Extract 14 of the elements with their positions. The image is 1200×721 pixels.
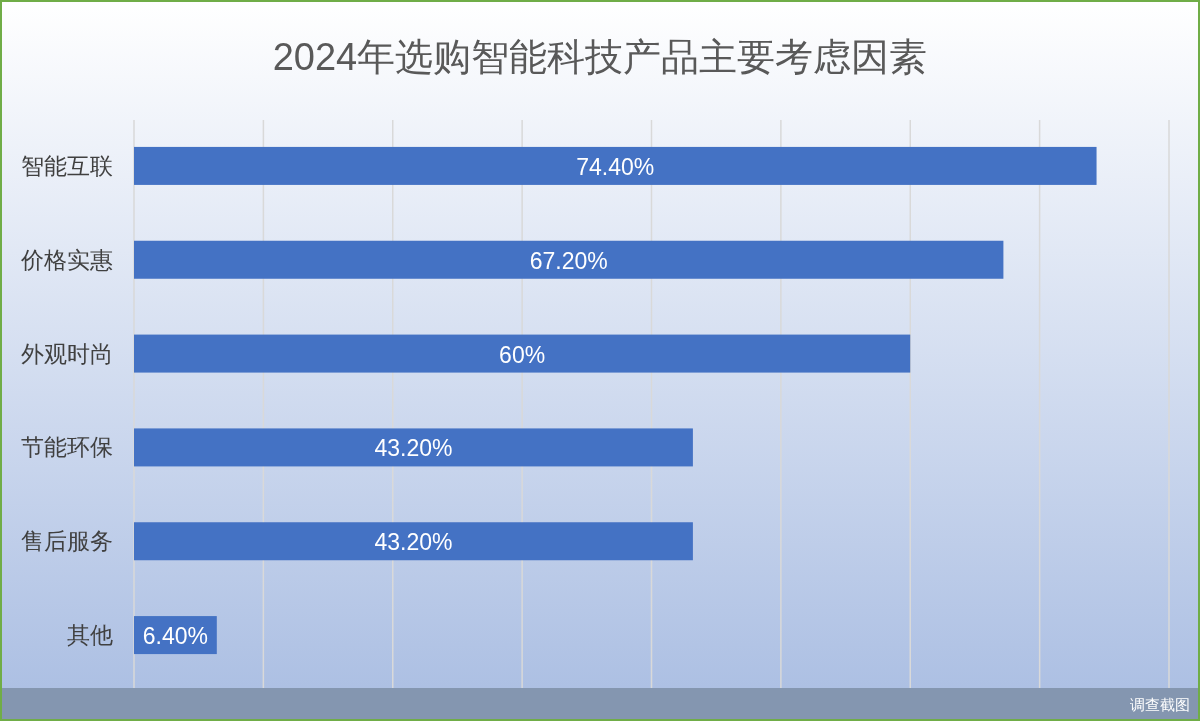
data-label: 43.20% <box>374 529 453 556</box>
data-label: 43.20% <box>374 435 453 462</box>
text: 调查截图 <box>1130 696 1190 713</box>
y-tick-label: 售后服务 <box>21 528 113 555</box>
y-tick-label: 其他 <box>67 622 113 649</box>
data-label: 60% <box>499 341 546 368</box>
chart-title: 2024年选购智能科技产品主要考虑因素 <box>272 36 928 78</box>
data-label: 6.40% <box>142 623 209 650</box>
y-tick-label: 节能环保 <box>21 434 113 461</box>
y-tick-label: 外观时尚 <box>21 340 113 367</box>
data-label: 67.20% <box>529 247 608 274</box>
data-label: 74.40% <box>576 153 655 180</box>
y-tick-label: 价格实惠 <box>20 246 113 273</box>
y-tick-label: 智能互联 <box>21 152 113 179</box>
